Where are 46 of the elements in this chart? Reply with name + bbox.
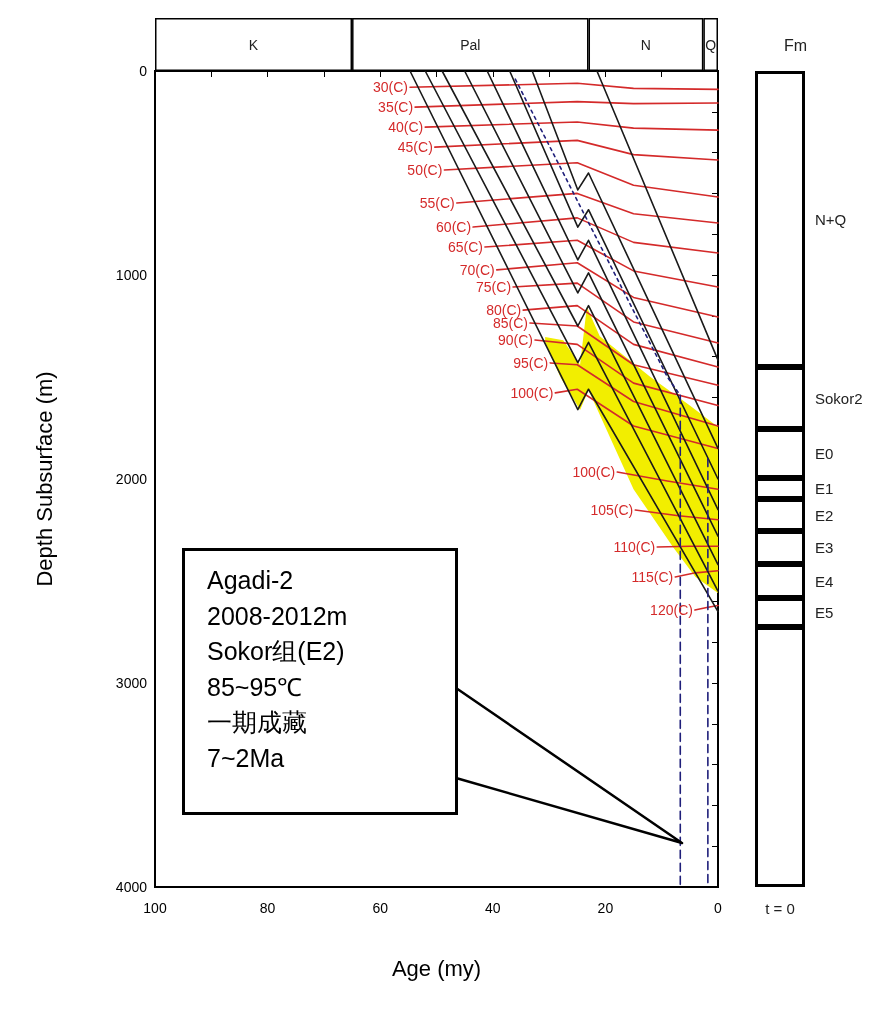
series-label: 65(C) (447, 239, 483, 256)
series-label: Pal (460, 36, 481, 53)
series-label: E0 (815, 445, 834, 462)
x-tick-label: t = 0 (765, 900, 795, 917)
series-label: 40(C) (388, 119, 424, 136)
series-label: N+Q (815, 210, 847, 228)
series-label: 90(C) (498, 332, 534, 349)
x-tick-label: 20 (597, 900, 614, 916)
series-label: E4 (815, 572, 834, 590)
x-tick-label: 100 (143, 900, 167, 916)
series-label: 55(C) (419, 194, 455, 211)
series-label: 120(C) (650, 601, 693, 618)
series-label: 115(C) (631, 568, 674, 585)
series-label: 35(C) (378, 99, 414, 116)
series-label: E5 (815, 603, 834, 621)
series-label: 30(C) (373, 79, 409, 96)
series-label: K (248, 36, 259, 53)
y-tick-label: 0 (139, 63, 148, 79)
series-label: N (640, 36, 651, 53)
series-label: 75(C) (476, 279, 512, 296)
y-tick-label: 1000 (115, 267, 148, 283)
series-label: 45(C) (397, 139, 433, 156)
callout-box: Agadi-2 2008-2012m Sokor组(E2) 85~95℃ 一期成藏 7~2Ma (182, 548, 458, 815)
y-axis-title: Depth Subsurface (m) (31, 371, 57, 587)
x-tick-label: 60 (372, 900, 389, 916)
y-tick-label: 4000 (115, 879, 148, 895)
series-label: E3 (815, 539, 834, 557)
series-label: 110(C) (613, 538, 656, 555)
y-tick-label: 2000 (115, 471, 148, 487)
series-label: 50(C) (407, 161, 443, 178)
series-label: E1 (815, 479, 834, 497)
y-tick-label: 3000 (115, 675, 148, 691)
chart-title: Fm (784, 36, 808, 54)
x-axis-title: Age (my) (391, 955, 482, 981)
x-tick-label: 80 (259, 900, 276, 916)
series-label: 60(C) (436, 219, 472, 236)
series-label: 100(C) (510, 384, 554, 401)
series-label: 70(C) (459, 261, 495, 278)
series-label: 105(C) (590, 502, 634, 519)
series-label: 100(C) (572, 464, 616, 481)
x-tick-label: 0 (714, 900, 723, 916)
series-label: 95(C) (513, 354, 549, 371)
x-tick-label: 40 (485, 900, 501, 916)
series-label: E2 (815, 506, 834, 524)
series-label: Sokor2 (815, 389, 863, 407)
series-label: Q (705, 36, 717, 53)
